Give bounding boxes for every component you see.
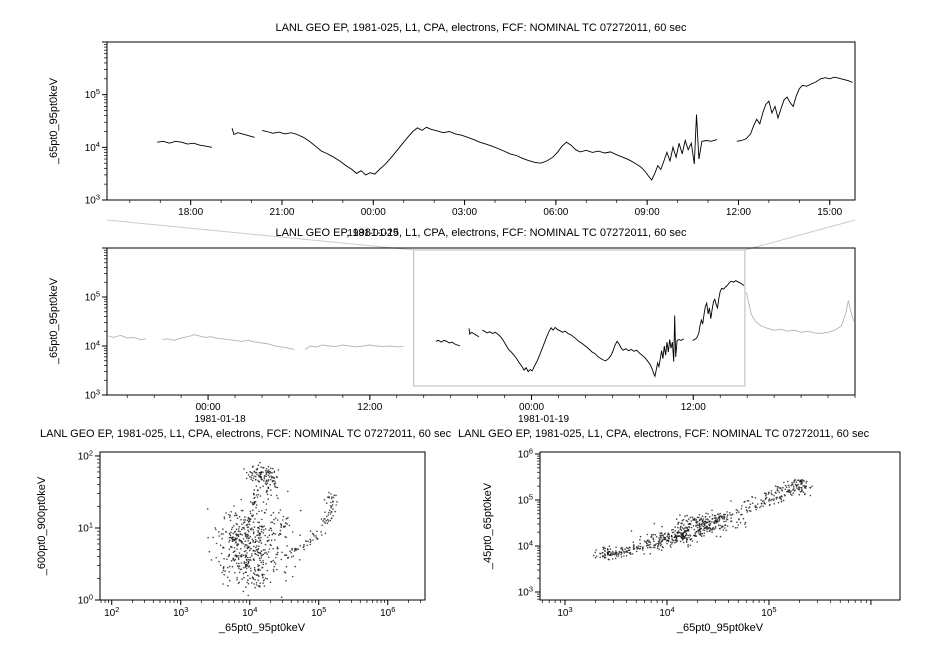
- scatter_45_65_vs_65_95-frame: [539, 451, 901, 601]
- axis-tick-label: 104: [659, 605, 674, 619]
- axis-tick-label: 00:00: [361, 207, 386, 218]
- middle-y-axis-label: _65pt0_95pt0keV: [48, 277, 60, 365]
- scatter-right-title: LANL GEO EP, 1981-025, L1, CPA, electron…: [458, 428, 870, 440]
- top-timeseries-panel: LANL GEO EP, 1981-025, L1, CPA, electron…: [48, 22, 856, 239]
- axis-tick-label: 103: [85, 193, 100, 207]
- axis-tick-label: 100: [78, 593, 93, 607]
- axis-tick-label: 105: [518, 492, 533, 506]
- axis-tick-label: 103: [557, 605, 572, 619]
- axis-tick-label: 00:00: [519, 402, 544, 413]
- top-y-axis-label: _65pt0_95pt0keV: [48, 77, 60, 165]
- top-title: LANL GEO EP, 1981-025, L1, CPA, electron…: [275, 22, 687, 34]
- axis-tick-label: 21:00: [269, 207, 294, 218]
- axis-tick-label: 06:00: [543, 207, 568, 218]
- axis-tick-label: 105: [85, 87, 100, 101]
- axis-tick-label: 104: [518, 538, 533, 552]
- top-data-series: [157, 76, 853, 181]
- zoom-selection-box[interactable]: [413, 249, 746, 387]
- top-x-axis-date-label: 1981-01-19: [347, 228, 399, 239]
- axis-tick-label: 102: [78, 448, 93, 462]
- middle-context-panel: LANL GEO EP, 1981-025, L1, CPA, electron…: [48, 219, 856, 425]
- axis-tick-label: 12:00: [357, 402, 382, 413]
- scatter-points: [592, 478, 813, 561]
- axis-tick-label: 105: [311, 605, 326, 619]
- axis-tick-label: 104: [85, 339, 100, 353]
- middle-plot-frame: [106, 247, 856, 396]
- middle-context-series-post: [746, 292, 855, 334]
- middle-title: LANL GEO EP, 1981-025, L1, CPA, electron…: [275, 227, 687, 239]
- middle-highlight-series: [435, 280, 745, 378]
- axis-tick-label: 106: [380, 605, 395, 619]
- axis-tick-label: 101: [78, 520, 93, 534]
- scatter-left-panel: LANL GEO EP, 1981-025, L1, CPA, electron…: [36, 428, 452, 634]
- axis-tick-label: 105: [761, 605, 776, 619]
- top-plot-frame: [106, 41, 856, 201]
- axis-tick-label: 03:00: [452, 207, 477, 218]
- axis-tick-label: 15:00: [817, 207, 842, 218]
- scatter-right-y-axis-label: _45pt0_65pt0keV: [482, 482, 494, 570]
- axis-tick-label: 103: [518, 584, 533, 598]
- middle-context-series-pre: [108, 334, 404, 350]
- axis-tick-label: 105: [85, 290, 100, 304]
- scatter-left-y-axis-label: _600pt0_900pt0keV: [36, 476, 48, 576]
- scatter-left-title: LANL GEO EP, 1981-025, L1, CPA, electron…: [40, 428, 452, 440]
- scatter-right-panel: LANL GEO EP, 1981-025, L1, CPA, electron…: [458, 428, 901, 634]
- axis-tick-label: 103: [85, 388, 100, 402]
- axis-date-label: 1981-01-18: [195, 414, 247, 425]
- axis-tick-label: 106: [518, 446, 533, 460]
- zoom-connector-right: [744, 219, 856, 251]
- zoom-connector-left: [106, 219, 414, 251]
- axis-tick-label: 12:00: [681, 402, 706, 413]
- scatter-points: [206, 461, 338, 599]
- axis-tick-label: 18:00: [178, 207, 203, 218]
- axis-tick-label: 104: [242, 605, 257, 619]
- axis-date-label: 1981-01-19: [518, 414, 570, 425]
- axis-tick-label: 104: [85, 140, 100, 154]
- axis-tick-label: 102: [104, 605, 119, 619]
- scatter-right-x-axis-label: _65pt0_95pt0keV: [676, 622, 764, 634]
- axis-tick-label: 12:00: [726, 207, 751, 218]
- scatter_600_900_vs_65_95-frame: [99, 451, 426, 601]
- axis-tick-label: 00:00: [196, 402, 221, 413]
- middle-plot-area[interactable]: [107, 248, 855, 395]
- top-plot-area[interactable]: [107, 42, 855, 200]
- scatter-left-x-axis-label: _65pt0_95pt0keV: [218, 622, 306, 634]
- axis-tick-label: 103: [173, 605, 188, 619]
- axis-tick-label: 09:00: [635, 207, 660, 218]
